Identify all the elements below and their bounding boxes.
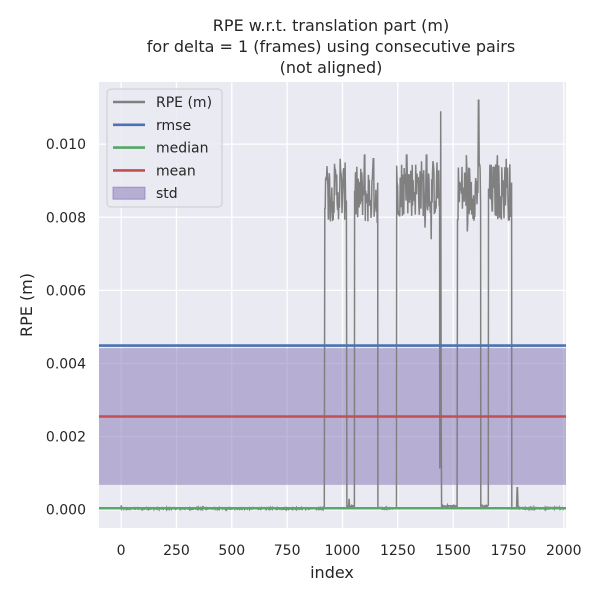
title-line-2: for delta = 1 (frames) using consecutive… [147,37,515,56]
chart-title: RPE w.r.t. translation part (m) for delt… [147,16,515,77]
y-axis-label: RPE (m) [17,273,36,337]
legend-box [106,88,223,208]
legend-label: rmse [156,118,191,134]
x-tick-label: 1250 [380,543,416,559]
legend-label: std [156,186,178,202]
title-line-3: (not aligned) [280,58,383,77]
legend-label: mean [156,163,196,179]
legend-label: median [156,141,208,157]
y-tick-label: 0.010 [46,137,86,153]
y-tick-label: 0.000 [46,503,86,519]
legend-label: RPE (m) [156,95,212,111]
legend-swatch-std [112,186,146,200]
x-tick-label: 1750 [491,543,527,559]
y-tick-label: 0.002 [46,430,86,446]
y-tick-label: 0.004 [46,356,86,372]
x-tick-label: 1500 [435,543,471,559]
y-tick-label: 0.008 [46,210,86,226]
stat-lines-layer [99,344,566,510]
x-tick-label: 500 [218,543,245,559]
x-axis-ticks: 0 250 500 750 1000 1250 1500 1750 2000 [117,543,582,559]
legend: RPE (m) rmse median mean std [106,88,223,208]
x-tick-label: 1000 [325,543,361,559]
x-tick-label: 0 [117,543,126,559]
x-tick-label: 750 [274,543,301,559]
x-axis-label: index [310,563,354,582]
x-tick-label: 250 [163,543,190,559]
title-line-1: RPE w.r.t. translation part (m) [213,16,449,35]
x-tick-label: 2000 [546,543,582,559]
y-tick-label: 0.006 [46,283,86,299]
y-axis-ticks: 0.000 0.002 0.004 0.006 0.008 0.010 [46,137,86,519]
